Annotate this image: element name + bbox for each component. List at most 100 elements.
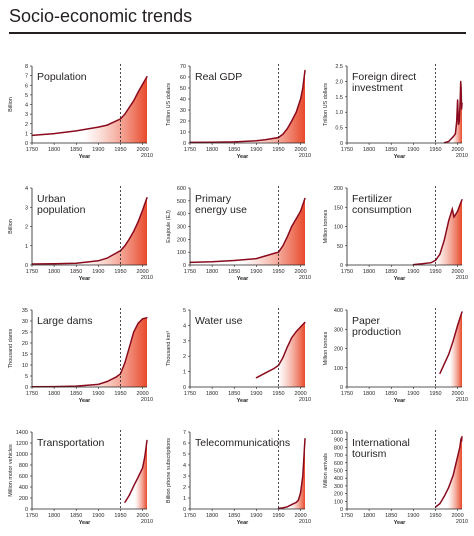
y-tick-label: 15: [22, 352, 28, 358]
x-tick-label: 1950: [114, 147, 126, 153]
data-point: [454, 214, 456, 216]
data-point: [458, 120, 460, 122]
data-point: [443, 239, 445, 241]
x-axis-label: Year: [79, 154, 91, 160]
data-point: [461, 199, 463, 201]
x-tick-label: 1900: [92, 513, 104, 519]
y-tick-label: 400: [334, 476, 343, 482]
data-point: [434, 259, 437, 261]
title-divider: [9, 32, 466, 34]
y-tick-label: 100: [177, 250, 186, 256]
data-point: [439, 253, 441, 255]
y-tick-label: 4: [183, 463, 186, 469]
y-tick-label: 0: [183, 141, 186, 147]
data-point: [459, 99, 461, 101]
y-tick-label: 200: [334, 347, 343, 353]
series-line: [435, 436, 463, 508]
y-tick-label: 400: [334, 308, 343, 314]
y-tick-label: 50: [337, 244, 343, 250]
x-tick-label: 1750: [341, 269, 353, 275]
y-tick-label: 100: [334, 366, 343, 372]
data-point: [273, 367, 275, 370]
data-point: [300, 326, 302, 328]
x-tick-label: 2000: [294, 147, 306, 153]
data-point: [144, 456, 146, 458]
series-line: [31, 76, 148, 137]
data-point: [454, 133, 456, 135]
series-area: [278, 438, 305, 509]
data-point: [273, 252, 275, 254]
y-tick-label: 40: [180, 97, 186, 103]
y-tick-label: 25: [22, 330, 28, 336]
y-tick-label: 3: [183, 339, 186, 345]
data-point: [142, 318, 144, 320]
data-point: [302, 87, 304, 89]
data-point: [457, 210, 459, 212]
x-end-label: 2010: [456, 397, 468, 403]
x-axis-label: Year: [394, 520, 406, 526]
y-tick-label: 500: [177, 199, 186, 205]
y-tick-label: 2: [183, 354, 186, 360]
data-point: [282, 133, 284, 135]
x-end-label: 2010: [456, 519, 468, 525]
x-tick-label: 1900: [407, 269, 419, 275]
x-tick-label: 1850: [385, 391, 397, 397]
chart-title: Urban: [37, 193, 66, 205]
y-tick-label: 0: [340, 507, 343, 513]
y-tick-label: 200: [334, 186, 343, 192]
y-tick-label: 3: [25, 205, 28, 211]
data-point: [133, 100, 135, 102]
y-tick-label: 10: [180, 130, 186, 136]
data-point: [291, 225, 293, 228]
chart-title: consumption: [352, 204, 412, 216]
y-tick-label: 1: [25, 131, 28, 137]
data-point: [133, 230, 135, 232]
y-tick-label: 30: [180, 108, 186, 114]
data-point: [97, 383, 99, 385]
data-point: [75, 130, 77, 132]
data-point: [461, 108, 463, 110]
y-axis-label: Trillion US dollars: [323, 83, 329, 126]
data-point: [146, 439, 148, 441]
data-point: [137, 91, 139, 93]
data-point: [304, 197, 306, 199]
data-point: [304, 321, 306, 323]
data-point: [300, 210, 302, 212]
x-tick-label: 1950: [272, 147, 284, 153]
data-point: [304, 438, 306, 440]
y-tick-label: 4: [183, 323, 186, 329]
y-axis-label: Trillion US dollars: [166, 83, 172, 126]
x-tick-label: 2000: [451, 391, 463, 397]
x-tick-label: 1800: [363, 513, 375, 519]
x-tick-label: 1800: [363, 269, 375, 275]
y-axis-label: Billion phone subscriptions: [166, 438, 172, 503]
data-point: [137, 221, 139, 223]
series-area: [32, 76, 147, 143]
x-tick-label: 1850: [70, 269, 82, 275]
data-point: [448, 220, 450, 222]
series-line: [31, 197, 148, 265]
chart-title: investment: [352, 82, 403, 94]
x-tick-label: 1850: [70, 391, 82, 397]
x-tick-label: 1900: [250, 269, 262, 275]
data-point: [461, 102, 463, 104]
x-tick-label: 1850: [385, 513, 397, 519]
x-axis-label: Year: [394, 398, 406, 404]
y-tick-label: 600: [177, 186, 186, 192]
x-tick-label: 1850: [385, 269, 397, 275]
x-axis-label: Year: [79, 520, 91, 526]
y-tick-label: 200: [334, 492, 343, 498]
x-tick-label: 1950: [114, 391, 126, 397]
y-axis-label: Thousand dams: [8, 329, 14, 369]
x-tick-label: 1750: [341, 513, 353, 519]
x-end-label: 2010: [141, 153, 153, 159]
y-tick-label: 1000: [16, 452, 28, 458]
chart-title: International: [352, 437, 410, 449]
x-tick-label: 1950: [429, 147, 441, 153]
y-tick-label: 5: [183, 308, 186, 314]
y-tick-label: 4: [25, 186, 28, 192]
x-tick-label: 1950: [114, 269, 126, 275]
y-tick-label: 1: [183, 370, 186, 376]
